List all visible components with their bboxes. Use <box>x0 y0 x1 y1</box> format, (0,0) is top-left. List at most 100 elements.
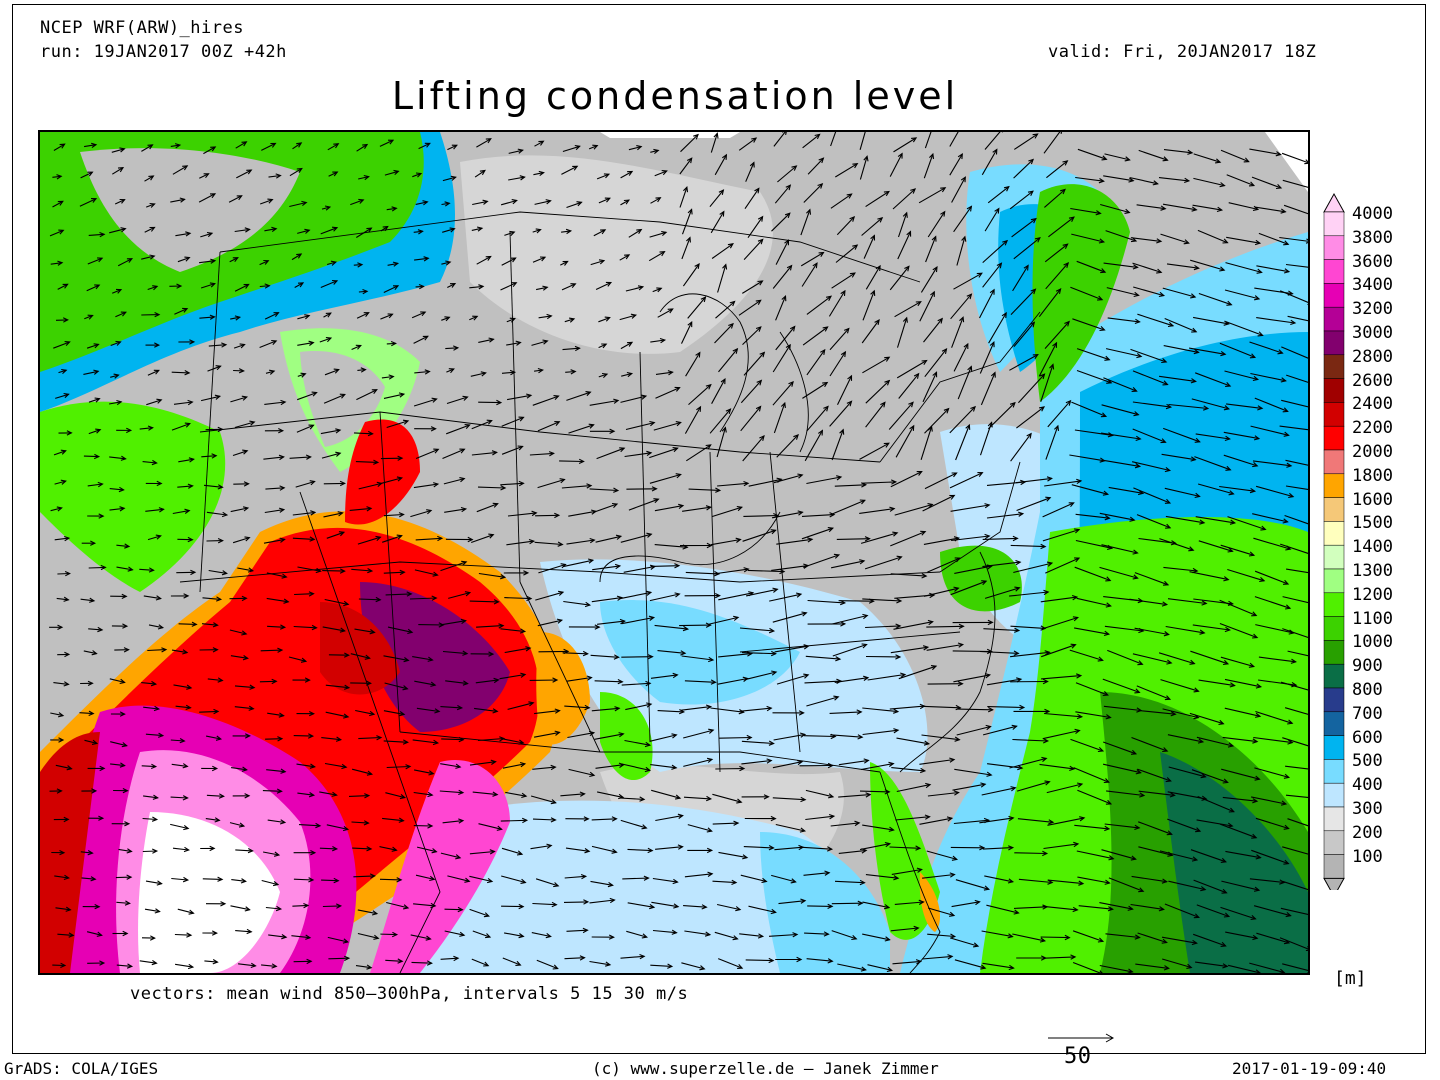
wind-vector-head <box>705 444 712 450</box>
wind-vector <box>532 766 556 770</box>
wind-vector <box>1012 265 1029 292</box>
wind-vector <box>1076 369 1112 384</box>
wind-vector <box>895 816 930 821</box>
wind-vector-head <box>60 479 67 485</box>
wind-vector-head <box>957 642 965 648</box>
wind-vector <box>1129 598 1167 606</box>
wind-vector <box>775 239 789 265</box>
wind-vector <box>744 188 760 210</box>
wind-vector <box>109 456 126 460</box>
wind-vector-head <box>888 761 895 767</box>
wind-vector-head <box>422 200 429 206</box>
wind-vector <box>144 908 160 913</box>
wind-vector <box>297 792 314 796</box>
wind-vector <box>1129 177 1158 185</box>
wind-vector-head <box>476 226 484 232</box>
wind-vector <box>1138 821 1172 835</box>
wind-vector-head <box>954 557 961 563</box>
wind-vector-head <box>1048 819 1055 825</box>
wind-vector <box>620 955 645 959</box>
wind-vector-head <box>149 226 156 232</box>
wind-vector-head <box>974 899 981 906</box>
wind-vector <box>53 450 66 456</box>
legend-swatch-1500 <box>1323 521 1345 546</box>
wind-vector-head <box>770 650 777 657</box>
wind-vector <box>411 961 432 964</box>
wind-vector <box>620 341 633 350</box>
wind-vector-head <box>1228 490 1235 496</box>
wind-vector <box>650 764 677 769</box>
wind-vector <box>354 628 375 633</box>
wind-vector <box>801 527 833 540</box>
wind-vector-head <box>1014 586 1021 592</box>
wind-vector <box>920 426 933 460</box>
wind-vector-head <box>1013 650 1020 656</box>
wind-vector <box>322 905 341 908</box>
legend-swatch-1600 <box>1323 497 1345 522</box>
wind-vector <box>357 909 378 915</box>
wind-vector-head <box>362 143 369 149</box>
wind-vector <box>1075 711 1111 719</box>
wind-vector <box>175 232 191 237</box>
wind-vector <box>681 209 693 235</box>
wind-vector <box>173 684 192 689</box>
wind-vector-head <box>1134 463 1142 469</box>
wind-vector-head <box>64 570 71 577</box>
wind-vector <box>412 172 422 178</box>
wind-vector-head <box>930 665 938 671</box>
wind-vector <box>564 318 575 323</box>
scale-arrow-head <box>1105 1033 1115 1043</box>
wind-vector-head <box>344 684 351 690</box>
wind-vector-head <box>884 841 892 848</box>
wind-vector-head <box>99 765 106 772</box>
wind-vector <box>501 847 523 855</box>
wind-vector <box>1226 403 1263 409</box>
wind-vector <box>441 738 464 741</box>
wind-vector <box>446 396 468 405</box>
wind-vector-head <box>151 959 158 966</box>
wind-vector <box>1286 568 1308 574</box>
wind-vector <box>263 538 285 544</box>
wind-vector-head <box>113 373 120 379</box>
wind-vector-head <box>661 170 668 176</box>
wind-vector-head <box>870 234 876 241</box>
wind-vector-head <box>949 872 956 878</box>
wind-vector-head <box>675 473 682 479</box>
wind-vector <box>386 420 409 429</box>
wind-vector <box>141 255 155 260</box>
wind-vector <box>1045 425 1059 460</box>
wind-vector-head <box>954 736 961 742</box>
wind-vector-head <box>303 902 310 909</box>
wind-vector <box>79 712 94 715</box>
wind-vector <box>655 387 680 399</box>
wind-vector-head <box>644 766 652 773</box>
wind-vector <box>442 448 465 460</box>
wind-vector-head <box>1222 238 1229 244</box>
wind-vector <box>951 176 966 203</box>
wind-vector <box>919 817 953 825</box>
wind-vector <box>289 201 307 208</box>
wind-vector-head <box>893 875 900 881</box>
wind-vector-head <box>1162 747 1169 753</box>
wind-vector <box>1016 781 1050 792</box>
wind-vector <box>1099 902 1133 910</box>
wind-vector <box>109 678 125 683</box>
wind-vector <box>982 962 1014 969</box>
wind-vector-head <box>909 424 915 431</box>
wind-vector-head <box>727 243 734 249</box>
wind-vector-head <box>829 512 836 518</box>
wind-vector <box>1222 736 1258 743</box>
wind-vector-head <box>1257 331 1264 337</box>
wind-vector-head <box>583 899 590 905</box>
wind-vector <box>922 873 955 879</box>
wind-vector <box>440 706 462 709</box>
wind-vector-head <box>58 229 65 235</box>
legend-swatch-3400 <box>1323 283 1345 308</box>
wind-vector-head <box>156 880 163 886</box>
wind-vector-head <box>755 299 762 305</box>
wind-vector <box>1009 354 1039 371</box>
wind-vector-head <box>643 875 650 881</box>
wind-vector <box>627 848 653 852</box>
legend-label-3800: 3800 <box>1352 227 1393 248</box>
wind-vector <box>621 682 651 686</box>
